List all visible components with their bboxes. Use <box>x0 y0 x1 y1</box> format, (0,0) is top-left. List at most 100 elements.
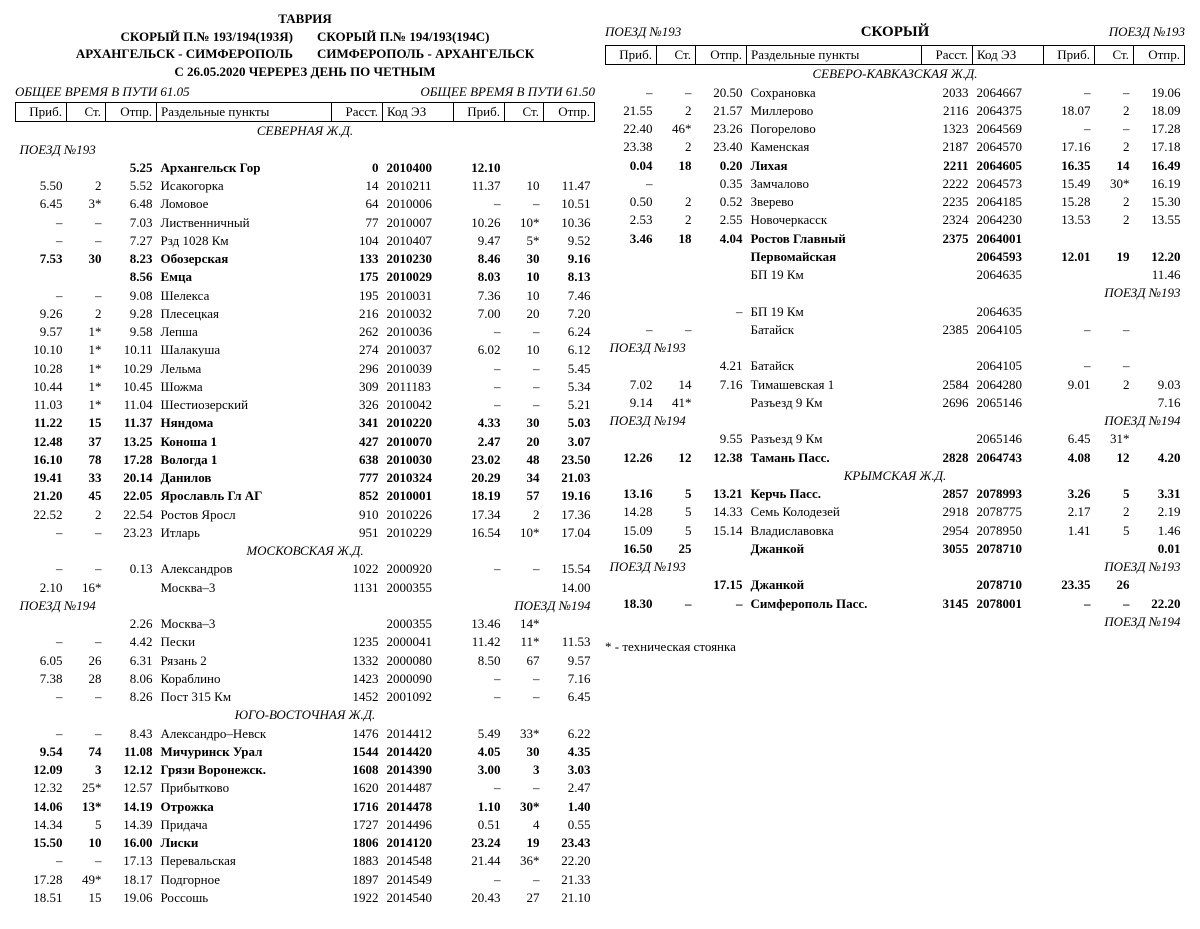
table-row: 16.5025Джанкой305520787100.01 <box>606 540 1185 558</box>
cell-name: Архангельск Гор <box>157 159 332 177</box>
cell-code: 2064230 <box>973 211 1044 229</box>
cell-name: Лихая <box>747 157 922 175</box>
cell-code: 2064573 <box>973 175 1044 193</box>
cell-dep2: 17.18 <box>1134 138 1185 156</box>
cell-dep: 13.25 <box>106 433 157 451</box>
cell-arr2: – <box>1044 120 1095 138</box>
col-code: Код ЭЗ <box>383 103 454 122</box>
table-row: 9.2629.28Плесецкая21620100327.00207.20 <box>16 305 595 323</box>
cell-st: 15 <box>67 889 106 907</box>
cell-code: 2065146 <box>973 430 1044 448</box>
cell-name: Москва–3 <box>157 615 332 633</box>
table-row: 2.5322.55Новочеркасск2324206423013.53213… <box>606 211 1185 229</box>
cell-code: 2064605 <box>973 157 1044 175</box>
cell-st2: 10* <box>505 524 544 542</box>
cell-arr: – <box>16 524 67 542</box>
cell-st <box>67 615 106 633</box>
cell-arr2: 6.02 <box>454 341 505 359</box>
cell-name: Россошь <box>157 889 332 907</box>
cell-arr2: 18.19 <box>454 487 505 505</box>
cell-dep: 7.16 <box>696 376 747 394</box>
cell-dep2: 7.16 <box>544 670 595 688</box>
table-row: ––7.03Лиственничный77201000710.2610*10.3… <box>16 214 595 232</box>
cell-code: 2064569 <box>973 120 1044 138</box>
cell-code: 2064375 <box>973 102 1044 120</box>
cell-dist: 777 <box>332 469 383 487</box>
train-label-left <box>606 613 922 631</box>
cell-arr2: 9.47 <box>454 232 505 250</box>
cell-name: Первомайская <box>747 248 922 266</box>
brand: ТАВРИЯ <box>15 10 595 28</box>
cell-st <box>657 576 696 594</box>
cell-dep: 10.11 <box>106 341 157 359</box>
cell-dep2: 9.16 <box>544 250 595 268</box>
cell-name: Обозерская <box>157 250 332 268</box>
cell-st2: 2 <box>1095 503 1134 521</box>
table-row: –0.35Замчалово2222206457315.4930*16.19 <box>606 175 1185 193</box>
cell-st2: – <box>1095 84 1134 102</box>
cell-dep: – <box>696 595 747 613</box>
cell-name: Керчь Пасс. <box>747 485 922 503</box>
table-row: 9.547411.08Мичуринск Урал154420144204.05… <box>16 743 595 761</box>
cell-code: 2078775 <box>973 503 1044 521</box>
table-row: 10.101*10.11Шалакуша27420100376.02106.12 <box>16 341 595 359</box>
cell-dist: 2222 <box>922 175 973 193</box>
cell-arr: 15.50 <box>16 834 67 852</box>
cell-dist: 262 <box>332 323 383 341</box>
table-row: БП 19 Км206463511.46 <box>606 266 1185 284</box>
cell-name: Шелекса <box>157 287 332 305</box>
cell-st: – <box>657 84 696 102</box>
cell-dep2: 0.01 <box>1134 540 1185 558</box>
table-row: ––23.23Итларь951201022916.5410*17.04 <box>16 524 595 542</box>
cell-dep2 <box>1134 321 1185 339</box>
cell-name: Александро–Невск <box>157 725 332 743</box>
cell-dep: – <box>696 303 747 321</box>
cell-dist: 1608 <box>332 761 383 779</box>
cell-dep: 12.12 <box>106 761 157 779</box>
cell-dist: 1452 <box>332 688 383 706</box>
cell-name: Пост 315 Км <box>157 688 332 706</box>
cell-dist: 2385 <box>922 321 973 339</box>
cell-arr2: 17.16 <box>1044 138 1095 156</box>
cell-dep: 9.28 <box>106 305 157 323</box>
cell-arr2: 13.53 <box>1044 211 1095 229</box>
cell-st: 25* <box>67 779 106 797</box>
cell-st2: 31* <box>1095 430 1134 448</box>
table-row: 17.15Джанкой207871023.3526 <box>606 576 1185 594</box>
cell-dep: 19.06 <box>106 889 157 907</box>
cell-dist: 2033 <box>922 84 973 102</box>
cell-dist: 1806 <box>332 834 383 852</box>
cell-dep: 11.37 <box>106 414 157 432</box>
cell-st2: 10* <box>505 214 544 232</box>
cell-st2: 48 <box>505 451 544 469</box>
cell-name: БП 19 Км <box>747 266 922 284</box>
col-arr: Приб. <box>16 103 67 122</box>
table-row: 11.221511.37Няндома34120102204.33305.03 <box>16 414 595 432</box>
cell-st2: 2 <box>1095 376 1134 394</box>
cell-arr2: 4.33 <box>454 414 505 432</box>
cell-arr2: 0.51 <box>454 816 505 834</box>
cell-st: 49* <box>67 871 106 889</box>
cell-dist <box>922 266 973 284</box>
train-label-left: ПОЕЗД №193 <box>16 141 332 159</box>
cell-code: 2010211 <box>383 177 454 195</box>
col-code: Код ЭЗ <box>973 46 1044 65</box>
cell-dep2: 23.43 <box>544 834 595 852</box>
cell-st2: 5 <box>1095 485 1134 503</box>
cell-dep2: 7.46 <box>544 287 595 305</box>
cell-st: 5 <box>657 503 696 521</box>
cell-code: 2010324 <box>383 469 454 487</box>
train-label-right: ПОЕЗД №193 <box>922 558 1185 576</box>
cell-dep2: 17.28 <box>1134 120 1185 138</box>
cell-dep: 0.52 <box>696 193 747 211</box>
cell-dep: 16.00 <box>106 834 157 852</box>
cell-arr2: 1.41 <box>1044 522 1095 540</box>
cell-arr: – <box>16 688 67 706</box>
cell-dep: 8.56 <box>106 268 157 286</box>
right-header-left: ПОЕЗД №193 <box>605 24 681 40</box>
cell-arr: 2.10 <box>16 579 67 597</box>
cell-arr2 <box>1044 394 1095 412</box>
cell-code: 2010407 <box>383 232 454 250</box>
header-block: ТАВРИЯ СКОРЫЙ П.№ 193/194(193Я) СКОРЫЙ П… <box>15 10 595 80</box>
cell-dep: 10.29 <box>106 360 157 378</box>
